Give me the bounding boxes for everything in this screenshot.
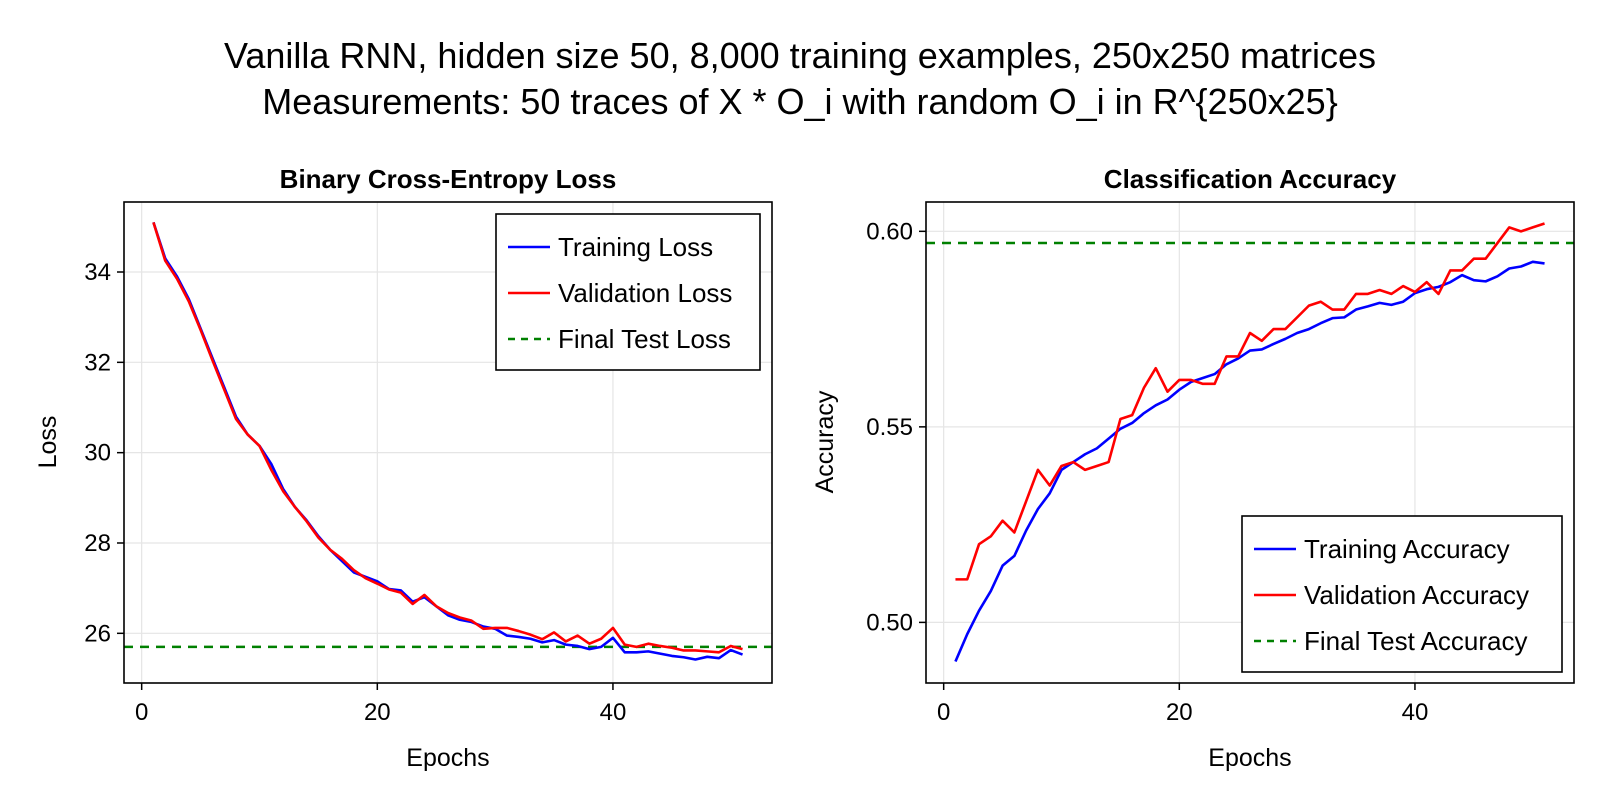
legend-label-validation-accuracy: Validation Accuracy xyxy=(1304,580,1529,610)
accuracy-y-ticks: 0.50 0.55 0.60 xyxy=(866,218,926,636)
legend-label-training-loss: Training Loss xyxy=(558,232,713,262)
accuracy-axes-frame xyxy=(925,201,1575,684)
accuracy-y-tick-label: 0.60 xyxy=(866,218,913,245)
loss-y-ticks: 26 28 30 32 34 xyxy=(84,259,124,647)
validation-loss-line xyxy=(152,221,743,654)
loss-plot-title: Binary Cross-Entropy Loss xyxy=(280,164,617,194)
accuracy-series xyxy=(954,222,1545,663)
accuracy-panel: Classification Accuracy 0 20 40 0.500.550.… xyxy=(811,164,1575,772)
accuracy-x-ticks: 0 20 40 xyxy=(937,683,1428,726)
loss-axes-frame xyxy=(123,201,773,684)
loss-series xyxy=(152,221,744,661)
loss-y-tick-label: 26 xyxy=(84,620,111,647)
training-accuracy-line xyxy=(954,260,1545,663)
loss-x-axis-label: Epochs xyxy=(406,744,489,772)
legend-label-final-test-loss: Final Test Loss xyxy=(558,324,731,354)
loss-x-ticks: 0 20 40 xyxy=(135,683,626,726)
loss-x-tick-label: 40 xyxy=(600,699,627,726)
legend-label-final-test-accuracy: Final Test Accuracy xyxy=(1304,626,1528,656)
accuracy-x-tick-label: 20 xyxy=(1166,699,1193,726)
loss-legend: Training Loss Validation Loss Final Test… xyxy=(495,213,761,371)
validation-accuracy-line xyxy=(955,222,1545,581)
loss-y-tick-label: 32 xyxy=(84,349,111,376)
loss-y-tick-label: 34 xyxy=(84,259,111,286)
loss-y-tick-label: 30 xyxy=(84,440,111,467)
accuracy-legend: Training Accuracy Validation Accuracy Fi… xyxy=(1241,515,1563,673)
loss-panel: Binary Cross-Entropy Loss 0 20 40 26 28 30 32… xyxy=(34,164,773,772)
loss-x-tick-label: 0 xyxy=(135,699,148,726)
figure-title-line-2: Measurements: 50 traces of X * O_i with … xyxy=(262,81,1338,122)
accuracy-x-tick-label: 40 xyxy=(1402,699,1429,726)
accuracy-y-tick-label: 0.55 xyxy=(866,414,913,441)
accuracy-x-tick-label: 0 xyxy=(937,699,950,726)
accuracy-y-axis-label: Accuracy xyxy=(811,390,839,493)
loss-y-tick-label: 28 xyxy=(84,530,111,557)
loss-x-tick-label: 20 xyxy=(364,699,391,726)
accuracy-grid xyxy=(926,202,1574,683)
accuracy-plot-title: Classification Accuracy xyxy=(1104,164,1397,194)
loss-y-axis-label: Loss xyxy=(34,416,62,469)
legend-label-validation-loss: Validation Loss xyxy=(558,278,732,308)
figure-title-line-1: Vanilla RNN, hidden size 50, 8,000 train… xyxy=(224,35,1376,76)
legend-label-training-accuracy: Training Accuracy xyxy=(1304,534,1510,564)
accuracy-y-tick-label: 0.50 xyxy=(866,609,913,636)
accuracy-x-axis-label: Epochs xyxy=(1208,744,1291,772)
